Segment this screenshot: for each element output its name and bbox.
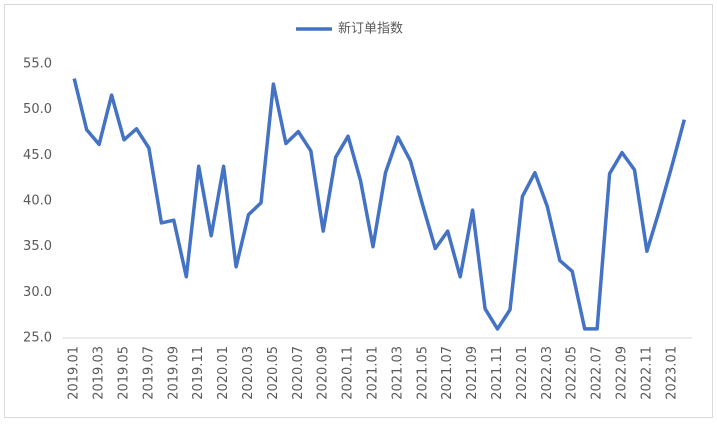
x-tick-label: 2019.05 [117, 346, 132, 400]
x-tick-label: 2021.03 [390, 346, 405, 400]
x-tick-label: 2020.11 [341, 346, 356, 400]
x-tick-label: 2020.09 [316, 346, 331, 400]
series-line [72, 78, 686, 331]
legend-label: 新订单指数 [338, 21, 403, 37]
y-tick-label: 25.0 [23, 331, 52, 346]
y-tick-label: 35.0 [23, 239, 52, 254]
x-tick-label: 2021.01 [366, 346, 381, 400]
x-tick-label: 2022.07 [590, 346, 605, 400]
x-tick-label: 2019.03 [92, 346, 107, 400]
x-tick-label: 2022.11 [639, 346, 654, 400]
x-tick-label: 2022.01 [515, 346, 530, 400]
y-tick-label: 45.0 [23, 148, 52, 163]
chart-border [4, 4, 713, 418]
y-tick-label: 50.0 [23, 102, 52, 117]
y-tick-label: 55.0 [23, 57, 52, 72]
y-tick-label: 30.0 [23, 285, 52, 300]
x-tick-label: 2021.07 [440, 346, 455, 400]
y-tick-label: 40.0 [23, 194, 52, 209]
x-tick-label: 2023.01 [664, 346, 679, 400]
x-tick-label: 2020.03 [241, 346, 256, 400]
x-tick-label: 2019.01 [67, 346, 82, 400]
x-tick-label: 2019.09 [166, 346, 181, 400]
x-tick-label: 2022.09 [615, 346, 630, 400]
x-tick-label: 2022.05 [565, 346, 580, 400]
x-tick-label: 2020.05 [266, 346, 281, 400]
x-tick-label: 2019.11 [191, 346, 206, 400]
x-tick-label: 2021.05 [415, 346, 430, 400]
x-tick-label: 2021.11 [490, 346, 505, 400]
x-tick-label: 2021.09 [465, 346, 480, 400]
x-tick-label: 2019.07 [141, 346, 156, 400]
x-tick-label: 2022.03 [540, 346, 555, 400]
x-tick-label: 2020.01 [216, 346, 231, 400]
x-tick-label: 2020.07 [291, 346, 306, 400]
